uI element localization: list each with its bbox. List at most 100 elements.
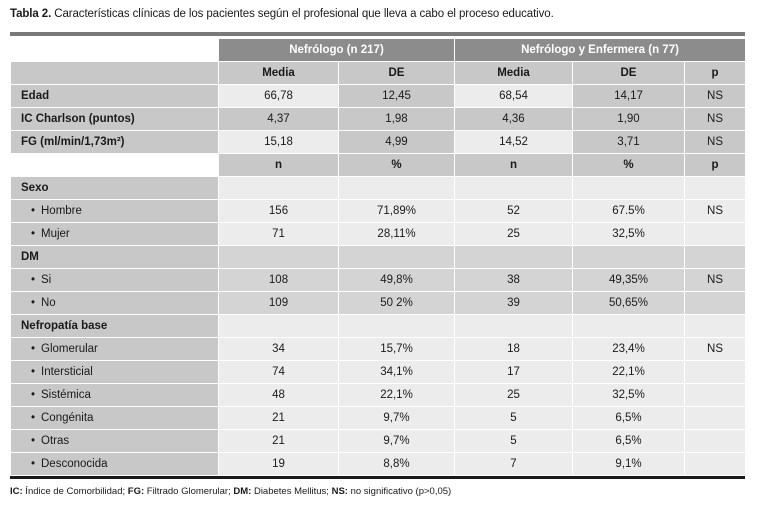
table-cell: 49,35% [572,268,685,292]
table-cell [572,176,685,200]
table-row: • Glomerular 34 15,7% 18 23,4% NS [10,337,747,361]
row-label: • Congénita [10,406,219,430]
column-header: DE [338,61,455,85]
table-cell: 109 [218,291,339,315]
footnote: IC: Índice de Comorbilidad; FG: Filtrado… [10,486,451,497]
table-cell [218,176,339,200]
table-cell: 23,4% [572,337,685,361]
table-cell [338,176,455,200]
table-cell: 4,99 [338,130,455,154]
table-cell [683,360,747,384]
empty-cell [10,61,219,85]
table-cell: 25 [454,222,573,246]
row-label-text: Desconocida [41,458,108,470]
table-cell [572,245,685,269]
group-header: Nefrólogo (n 217) [218,38,455,62]
clinical-table: Nefrólogo (n 217) Nefrólogo y Enfermera … [10,38,747,476]
numeric-rows: Edad 66,78 12,45 68,54 14,17 NS IC Charlson (p… [10,84,747,154]
table-cell [683,222,747,246]
section-label: Sexo [10,176,219,200]
table-cell: 22,1% [572,360,685,384]
row-label: • Sistémica [10,383,219,407]
table-cell: 14,52 [454,130,573,154]
table-cell: 5 [454,429,573,453]
table-cell: 74 [218,360,339,384]
table-row: • Hombre 156 71,89% 52 67.5% NS [10,199,747,223]
row-label: • Glomerular [10,337,219,361]
table-cell [218,314,339,338]
table-cell: 49,8% [338,268,455,292]
footnote-text: no significativo (p>0,05) [347,486,452,497]
table-cell: 5 [454,406,573,430]
bullet-icon: • [31,297,36,309]
bullet-icon: • [31,412,36,424]
row-label: • Si [10,268,219,292]
table-cell: NS [683,337,747,361]
table-cell: 6,5% [572,406,685,430]
empty-cell [10,38,219,62]
table-cell [454,245,573,269]
table-cell [683,383,747,407]
table-container: Nefrólogo (n 217) Nefrólogo y Enfermera … [10,38,747,476]
column-header: % [338,153,455,177]
table-cell: 34,1% [338,360,455,384]
table-cell: 1,98 [338,107,455,131]
section-row: Sexo [10,176,747,200]
table-cell: 9,7% [338,406,455,430]
footnote-text: Índice de Comorbilidad; [22,486,128,497]
bullet-icon: • [31,389,36,401]
table-cell: 15,18 [218,130,339,154]
table-cell: 32,5% [572,222,685,246]
table-cell: 7 [454,452,573,476]
table-row: • No 109 50 2% 39 50,65% [10,291,747,315]
table-cell: 71,89% [338,199,455,223]
table-cell [683,291,747,315]
table-row: FG (ml/min/1,73m²) 15,18 4,99 14,52 3,71 NS [10,130,747,154]
table-cell: NS [683,107,747,131]
bullet-icon: • [31,366,36,378]
table-caption: Tabla 2. Características clínicas de los… [10,8,554,20]
footnote-text: Diabetes Mellitus; [251,486,332,497]
row-label-text: Glomerular [41,343,98,355]
bullet-icon: • [31,205,36,217]
table-cell [683,176,747,200]
table-cell: 66,78 [218,84,339,108]
section-row: DM [10,245,747,269]
table-cell: 9,1% [572,452,685,476]
column-header-row: Media DE Media DE p [10,61,747,85]
row-label-text: No [41,297,56,309]
table-cell: 38 [454,268,573,292]
row-label: • No [10,291,219,315]
table-cell [218,245,339,269]
row-label-text: Intersticial [41,366,93,378]
table-cell: 15,7% [338,337,455,361]
column-header: % [572,153,685,177]
row-label: • Otras [10,429,219,453]
row-label: • Hombre [10,199,219,223]
table-cell: NS [683,268,747,292]
table-cell: 50 2% [338,291,455,315]
table-row: Edad 66,78 12,45 68,54 14,17 NS [10,84,747,108]
column-header: Media [454,61,573,85]
bullet-icon: • [31,228,36,240]
table-cell [338,314,455,338]
table-cell: 39 [454,291,573,315]
column-header: n [218,153,339,177]
row-label-text: Mujer [41,228,70,240]
table-cell: 21 [218,429,339,453]
table-row: • Si 108 49,8% 38 49,35% NS [10,268,747,292]
row-label: FG (ml/min/1,73m²) [10,130,219,154]
table-cell: 67.5% [572,199,685,223]
column-header: DE [572,61,685,85]
table-cell: NS [683,84,747,108]
table-cell: 108 [218,268,339,292]
column-header-row: n % n % p [10,153,747,177]
table-cell [683,245,747,269]
table-cell: 14,17 [572,84,685,108]
table-cell: 28,11% [338,222,455,246]
table-cell: 25 [454,383,573,407]
table-cell [683,452,747,476]
table-cell: 32,5% [572,383,685,407]
table-cell: 52 [454,199,573,223]
table-row: • Desconocida 19 8,8% 7 9,1% [10,452,747,476]
